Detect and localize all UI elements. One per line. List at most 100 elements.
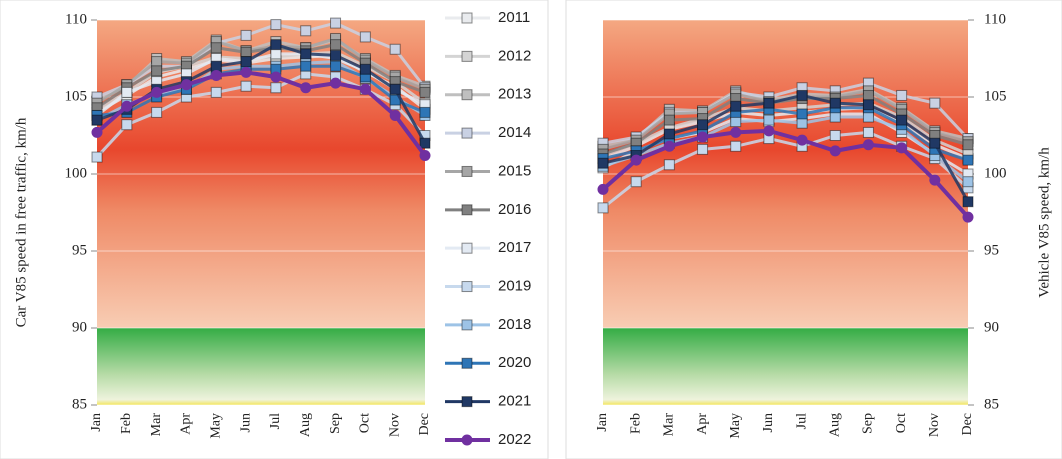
legend-label: 2014 — [498, 124, 531, 141]
point — [419, 150, 431, 162]
point — [929, 97, 941, 109]
point — [210, 60, 222, 72]
point — [730, 140, 742, 152]
legend-label: 2012 — [498, 47, 531, 64]
x-tick-label: Feb — [119, 413, 134, 434]
point — [91, 151, 103, 163]
point — [763, 125, 775, 137]
point — [359, 31, 371, 43]
point — [697, 131, 709, 143]
point — [829, 97, 841, 109]
point — [896, 89, 908, 101]
series-line — [602, 101, 969, 157]
series-line — [602, 106, 969, 161]
point — [796, 134, 808, 146]
legend-label: 2013 — [498, 86, 531, 103]
legend-marker — [461, 127, 473, 139]
legend-marker — [461, 204, 473, 216]
point — [630, 154, 642, 166]
x-tick-label: Sep — [861, 413, 876, 434]
right-panel — [565, 0, 1062, 459]
legend-marker — [461, 319, 473, 331]
y-tick-label: 85 — [984, 396, 999, 412]
series-line — [602, 93, 970, 203]
point — [210, 42, 222, 54]
x-tick-label: Apr — [179, 413, 194, 435]
point — [300, 60, 312, 72]
point — [270, 19, 282, 31]
point — [300, 25, 312, 37]
y-axis-label: Vehicle V85 speed, km/h — [1036, 147, 1052, 298]
legend-label: 2019 — [498, 278, 531, 295]
point — [419, 137, 431, 149]
point — [763, 97, 775, 109]
series-line — [602, 93, 969, 156]
legend-marker — [461, 281, 473, 293]
point — [330, 17, 342, 29]
y-tick-label: 110 — [65, 11, 87, 27]
point — [330, 60, 342, 72]
point — [763, 114, 775, 126]
point — [597, 202, 609, 214]
x-tick-label: Jul — [794, 413, 809, 429]
legend-marker — [461, 89, 473, 101]
legend-label: 2018 — [498, 316, 531, 333]
series-line — [602, 115, 969, 183]
point — [796, 108, 808, 120]
point — [180, 79, 192, 91]
point — [151, 65, 163, 77]
point — [240, 80, 252, 92]
point — [240, 66, 252, 78]
point — [330, 39, 342, 51]
point — [359, 63, 371, 75]
legend-marker — [461, 396, 473, 408]
legend-label: 2011 — [498, 9, 530, 26]
point — [663, 159, 675, 171]
point — [240, 46, 252, 58]
y-tick-label: 110 — [984, 11, 1006, 27]
point — [270, 71, 282, 83]
point — [330, 49, 342, 61]
x-tick-label: Dec — [960, 413, 975, 436]
point — [419, 86, 431, 98]
y-tick-label: 95 — [72, 242, 87, 258]
legend-label: 2015 — [498, 162, 531, 179]
y-tick-label: 90 — [72, 319, 87, 335]
point — [796, 117, 808, 129]
point — [270, 39, 282, 51]
point — [151, 86, 163, 98]
x-tick-label: Nov — [927, 413, 942, 437]
x-tick-label: May — [728, 413, 743, 439]
y-tick-label: 95 — [984, 242, 999, 258]
x-tick-label: May — [208, 413, 223, 439]
y-tick-label: 100 — [65, 165, 88, 181]
point — [697, 143, 709, 155]
y-tick-label: 100 — [984, 165, 1007, 181]
x-tick-label: Aug — [827, 413, 842, 437]
point — [829, 145, 841, 157]
legend-label: 2016 — [498, 201, 531, 218]
point — [597, 157, 609, 169]
point — [730, 126, 742, 138]
x-tick-label: Jan — [89, 413, 104, 432]
left-panel — [0, 0, 549, 459]
point — [929, 174, 941, 186]
point — [121, 100, 133, 112]
point — [829, 130, 841, 141]
x-tick-label: Oct — [894, 413, 909, 433]
point — [962, 176, 974, 188]
point — [210, 86, 222, 98]
ok-zone — [97, 328, 425, 405]
ok-zone — [603, 328, 968, 405]
y-tick-label: 105 — [65, 88, 88, 104]
point — [862, 126, 874, 138]
x-tick-label: Feb — [628, 413, 643, 434]
x-tick-label: Jan — [595, 413, 610, 432]
point — [389, 43, 401, 55]
legend-marker — [461, 242, 473, 254]
point — [300, 82, 312, 94]
legend-marker — [461, 165, 473, 177]
point — [697, 119, 709, 131]
legend-marker — [461, 434, 473, 446]
